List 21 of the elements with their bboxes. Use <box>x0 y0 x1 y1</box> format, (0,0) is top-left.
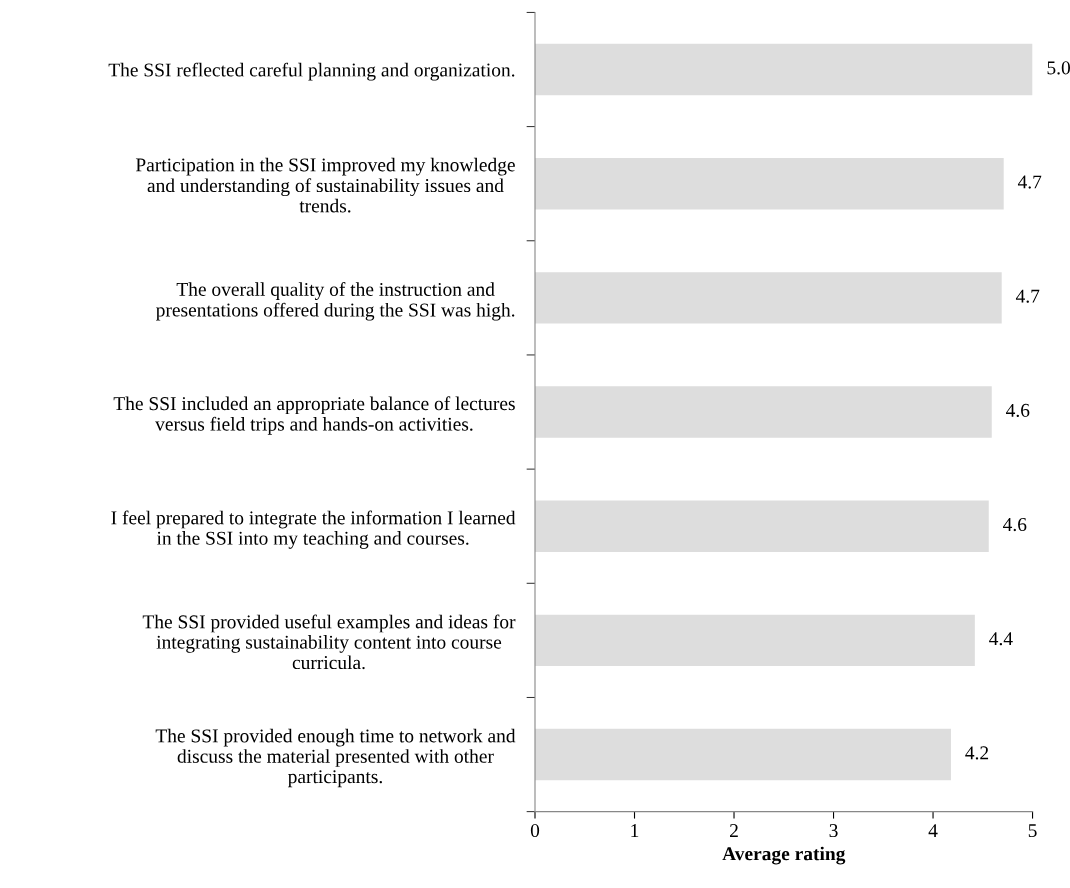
x-tick-label: 0 <box>530 824 540 838</box>
y-tick-label: Participation in the SSI improved my knowledge and understanding of sustainability issues and trends. <box>135 157 515 213</box>
x-tick-label: 2 <box>730 824 738 837</box>
y-tick-label: The SSI provided useful examples and ideas for integrating sustainability content into course curricula. <box>142 614 516 670</box>
x-axis-title: Average rating <box>722 846 846 865</box>
y-tick-label: I feel prepared to integrate the information I learned in the SSI into my teaching and courses. <box>111 510 516 549</box>
data-label: 4.7 <box>1017 175 1042 189</box>
y-tick-label: The SSI reflected careful planning and organization. <box>108 62 515 81</box>
x-tick-label: 1 <box>631 824 639 837</box>
data-label: 4.4 <box>989 632 1013 646</box>
data-label: 4.6 <box>1003 518 1027 532</box>
data-label: 4.7 <box>1015 289 1040 303</box>
y-tick-label: The overall quality of the instruction and presentations offered during the SSI was high. <box>156 282 515 321</box>
x-tick-label: 4 <box>928 824 938 837</box>
y-tick-label: The SSI included an appropriate balance of lectures versus field trips and hands-on activities. <box>113 396 515 435</box>
data-label: 5.0 <box>1047 61 1070 75</box>
data-label: 4.6 <box>1006 403 1030 417</box>
data-label: 4.2 <box>965 746 989 760</box>
x-tick-label: 3 <box>829 824 838 838</box>
x-tick-label: 5 <box>1028 824 1037 838</box>
y-tick-label: The SSI provided enough time to network and discuss the material presented with other participants. <box>155 728 516 788</box>
